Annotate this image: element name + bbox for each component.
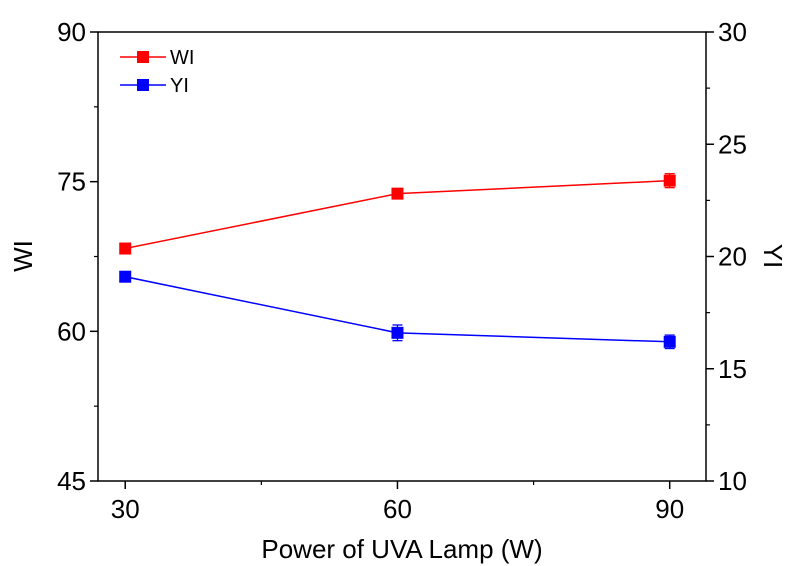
- data-point-wi: [663, 174, 676, 187]
- legend: WI YI: [120, 47, 194, 97]
- y-axis-title-right: YI: [758, 244, 788, 269]
- y-left-tick-label: 90: [57, 17, 86, 47]
- data-point-wi: [119, 242, 132, 255]
- y-right-tick-label: 25: [718, 129, 747, 159]
- data-point-yi: [391, 326, 404, 339]
- y-right-tick-label: 20: [718, 242, 747, 272]
- ticks: 30 60 90 45 60 75 90 10 15 20 25 30: [57, 17, 747, 524]
- y-axis-title-left: WI: [8, 240, 38, 272]
- legend-marker-wi: [137, 51, 149, 63]
- x-tick-label: 60: [383, 494, 412, 524]
- legend-marker-yi: [137, 79, 149, 91]
- x-axis-title: Power of UVA Lamp (W): [261, 534, 542, 564]
- x-tick-label: 30: [111, 494, 140, 524]
- data-point-wi: [391, 187, 404, 200]
- y-right-tick-label: 30: [718, 17, 747, 47]
- data-point-yi: [119, 270, 132, 283]
- y-right-tick-label: 10: [718, 466, 747, 496]
- y-right-tick-label: 15: [718, 354, 747, 384]
- legend-label-wi: WI: [170, 47, 194, 69]
- y-left-tick-label: 45: [57, 466, 86, 496]
- y-left-tick-label: 60: [57, 316, 86, 346]
- legend-label-yi: YI: [170, 75, 189, 97]
- data-point-yi: [663, 335, 676, 348]
- x-tick-label: 90: [655, 494, 684, 524]
- y-left-tick-label: 75: [57, 167, 86, 197]
- plot-frame: [97, 31, 707, 482]
- series-layer: [119, 173, 676, 350]
